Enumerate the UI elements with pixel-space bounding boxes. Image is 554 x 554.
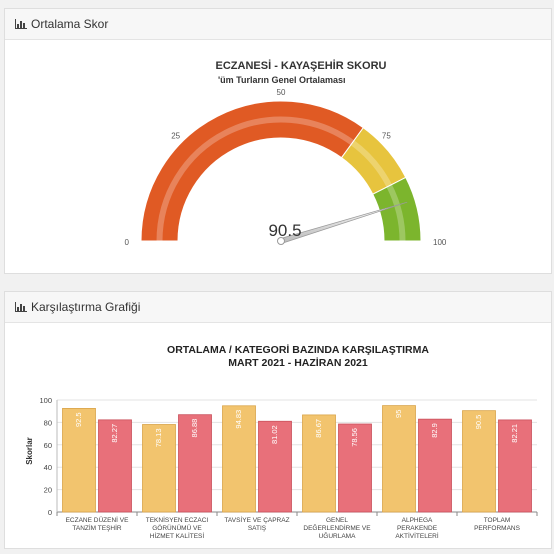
average-score-panel-header: Ortalama Skor bbox=[5, 9, 551, 40]
x-category-label: AKTİVİTELERİ bbox=[395, 531, 439, 540]
x-category-label: TOPLAM bbox=[484, 517, 511, 524]
x-category-label: PERFORMANS bbox=[474, 525, 521, 532]
y-tick-label: 40 bbox=[44, 463, 52, 472]
bar-series-2 bbox=[178, 414, 212, 513]
gauge-tick-label: 75 bbox=[382, 132, 391, 141]
bar-value-label: 86.67 bbox=[314, 419, 323, 438]
chart-subtitle: MART 2021 - HAZİRAN 2021 bbox=[228, 356, 368, 369]
gauge-title: ECZANESİ - KAYAŞEHİR SKORU bbox=[216, 59, 387, 72]
bar-value-label: 90.5 bbox=[474, 415, 483, 430]
bar-series-2 bbox=[98, 419, 132, 513]
y-tick-label: 60 bbox=[44, 441, 52, 450]
comparison-panel-header: Karşılaştırma Grafiği bbox=[5, 292, 551, 323]
bar-series-1 bbox=[382, 405, 416, 513]
bar-chart-icon bbox=[15, 302, 27, 312]
bar-series-2 bbox=[498, 419, 532, 513]
bar-chart-icon bbox=[15, 19, 27, 29]
bar-series-1 bbox=[62, 408, 96, 513]
comparison-panel: Karşılaştırma Grafiği ORTALAMA / KATEGOR… bbox=[4, 291, 552, 549]
x-category-label: DEĞERLENDİRME VE bbox=[303, 523, 371, 532]
x-category-label: TAVSİYE VE ÇAPRAZ bbox=[224, 515, 289, 524]
gauge-band-highlight-1 bbox=[350, 140, 392, 188]
comparison-bar-chart: ORTALAMA / KATEGORİ BAZINDA KARŞILAŞTIRM… bbox=[25, 343, 538, 540]
bar-value-label: 82.27 bbox=[110, 424, 119, 443]
bar-series-2 bbox=[338, 423, 372, 513]
gauge-band-2 bbox=[372, 176, 422, 242]
x-category-label: TANZİM TEŞHİR bbox=[72, 523, 122, 532]
gauge-subtitle: 'üm Turların Genel Ortalaması bbox=[218, 75, 346, 85]
bar-series-1 bbox=[142, 424, 176, 513]
x-category-label: ALPHEGA bbox=[402, 517, 433, 524]
gauge-band-highlight-0 bbox=[156, 116, 355, 242]
bar-value-label: 95 bbox=[394, 410, 403, 418]
bar-value-label: 86.88 bbox=[190, 419, 199, 438]
y-axis-label: Skorlar bbox=[25, 437, 34, 465]
bar-value-label: 78.56 bbox=[350, 428, 359, 447]
panel-title: Karşılaştırma Grafiği bbox=[31, 300, 141, 314]
gauge-tick-label: 50 bbox=[277, 88, 286, 97]
x-category-label: SATIŞ bbox=[248, 525, 267, 532]
bar-value-label: 81.02 bbox=[270, 425, 279, 444]
bar-value-label: 82.21 bbox=[510, 424, 519, 443]
y-tick-label: 20 bbox=[44, 486, 52, 495]
gauge-band-0 bbox=[140, 100, 364, 242]
x-category-label: GENEL bbox=[326, 517, 348, 524]
bar-value-label: 78.13 bbox=[154, 428, 163, 447]
x-category-label: GÖRÜNÜMÜ VE bbox=[152, 524, 202, 532]
x-category-label: ECZANE DÜZENİ VE bbox=[66, 515, 130, 524]
gauge-band-highlight-2 bbox=[386, 184, 406, 242]
chart-title: ORTALAMA / KATEGORİ BAZINDA KARŞILAŞTIRM… bbox=[167, 343, 429, 356]
score-gauge: ECZANESİ - KAYAŞEHİR SKORU 'üm Turların … bbox=[125, 59, 447, 247]
x-category-label: PERAKENDE bbox=[397, 525, 438, 532]
bar-series-1 bbox=[302, 414, 336, 513]
x-category-label: HİZMET KALİTESİ bbox=[150, 531, 205, 540]
bar-series-2 bbox=[258, 420, 292, 513]
gauge-tick-label: 0 bbox=[125, 238, 130, 247]
bar-value-label: 82.9 bbox=[430, 423, 439, 438]
x-category-label: TEKNİSYEN ECZACI bbox=[146, 515, 209, 524]
y-tick-label: 100 bbox=[39, 396, 52, 405]
x-category-label: UĞURLAMA bbox=[319, 531, 357, 540]
gauge-tick-label: 25 bbox=[171, 132, 180, 141]
y-tick-label: 80 bbox=[44, 418, 52, 427]
gauge-value: 90.5 bbox=[268, 221, 301, 240]
bar-value-label: 92.5 bbox=[74, 412, 83, 427]
bar-series-2 bbox=[418, 418, 452, 513]
bar-series-1 bbox=[462, 410, 496, 513]
gauge-tick-label: 100 bbox=[433, 238, 447, 247]
bar-value-label: 94.83 bbox=[234, 410, 243, 429]
bar-series-1 bbox=[222, 405, 256, 513]
y-tick-label: 0 bbox=[48, 508, 52, 517]
average-score-panel: Ortalama Skor ECZANESİ - KAYAŞEHİR SKORU… bbox=[4, 8, 552, 274]
panel-title: Ortalama Skor bbox=[31, 17, 109, 31]
gauge-needle-pivot bbox=[277, 237, 285, 245]
